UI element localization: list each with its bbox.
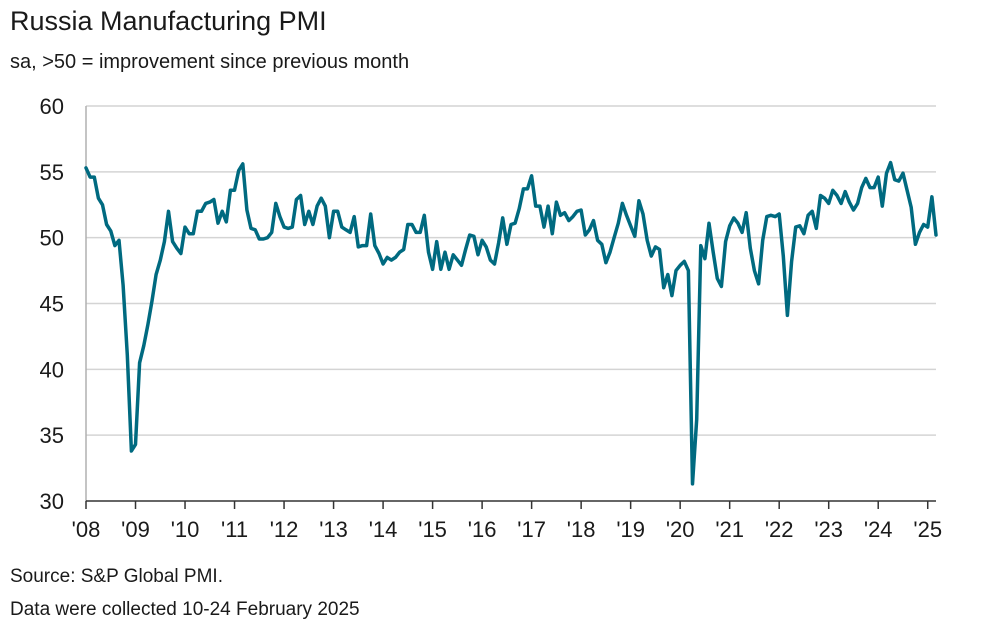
x-tick-label-2018: '18 [567,517,596,542]
x-tick-label-2010: '10 [171,517,200,542]
y-tick-label-40: 40 [40,357,64,382]
collection-note: Data were collected 10-24 February 2025 [10,599,360,620]
x-tick-label-2017: '17 [517,517,546,542]
pmi-line-chart: 30 35 40 45 50 55 60 '08 '09 '10 '11 '12 '13 '14 '15 '1… [40,94,943,542]
gridlines [86,105,936,436]
x-tick-label-2025: '25 [913,517,942,542]
x-tick-label-2012: '12 [270,517,299,542]
x-tick-label-2019: '19 [616,517,645,542]
x-tick-label-2008: '08 [72,517,101,542]
y-tick-label-45: 45 [40,292,64,317]
y-tick-label-30: 30 [40,489,64,514]
chart-title: Russia Manufacturing PMI [10,6,327,36]
y-tick-label-55: 55 [40,160,64,185]
y-tick-label-60: 60 [40,94,64,119]
x-tick-label-2020: '20 [666,517,695,542]
x-tick-label-2021: '21 [715,517,744,542]
chart-subtitle: sa, >50 = improvement since previous mon… [10,51,410,73]
series-layer [84,160,938,486]
x-tick-label-2023: '23 [814,517,843,542]
source-note: Source: S&P Global PMI. [10,566,223,587]
y-tick-label-50: 50 [40,226,64,251]
series-line-0 [84,160,938,486]
x-tick-label-2011: '11 [221,517,248,542]
y-tick-label-35: 35 [40,423,64,448]
x-tick-label-2009: '09 [121,517,150,542]
x-tick-label-2013: '13 [319,517,348,542]
x-tick-label-2022: '22 [765,517,794,542]
x-tick-label-2024: '24 [864,517,893,542]
x-tick-label-2014: '14 [369,517,398,542]
x-tick-label-2015: '15 [418,517,447,542]
axes [85,106,936,509]
tick-labels: 30 35 40 45 50 55 60 '08 '09 '10 '11 '12 '13 '14 '15 '1… [40,94,943,542]
x-tick-label-2016: '16 [468,517,497,542]
